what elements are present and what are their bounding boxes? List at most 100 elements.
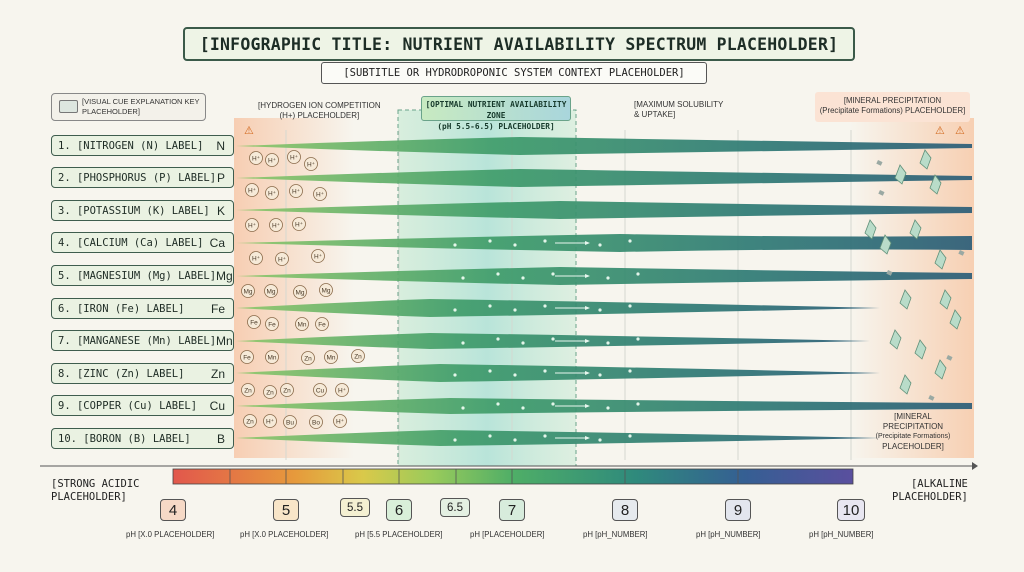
- ion-symbol: Mn: [297, 322, 306, 329]
- flow-arrow-head: [585, 371, 590, 375]
- ion-circle: [275, 252, 289, 266]
- nutrient-particle: [636, 402, 640, 406]
- nutrient-particle: [513, 438, 517, 442]
- ph-box-4: 4: [160, 499, 186, 521]
- nutrient-particle: [521, 406, 525, 410]
- precip-right-line-3: (Precipitate Formations): [875, 433, 951, 440]
- precipitate-crystal: [879, 234, 892, 255]
- ph-box-6: 6: [386, 499, 412, 521]
- nutrient-label-text: 4. [CALCIUM (Ca) LABEL]: [58, 236, 204, 249]
- nutrient-label-text: 10. [BORON (B) LABEL]: [58, 432, 191, 445]
- nutrient-particle: [461, 341, 465, 345]
- nutrient-label-calcium: 4. [CALCIUM (Ca) LABEL] Ca: [51, 232, 234, 253]
- ion-symbol: Mg: [243, 289, 252, 296]
- nutrient-particle: [598, 243, 602, 247]
- nutrient-particle: [488, 434, 492, 438]
- precipitate-crystal: [914, 339, 927, 360]
- nutrient-band: [236, 234, 972, 252]
- nutrient-particle: [543, 434, 547, 438]
- particle-markers: [453, 239, 640, 442]
- ion-symbol: Bo: [312, 420, 320, 427]
- nutrient-band: [236, 169, 972, 187]
- ion-symbol: H⁺: [338, 388, 347, 395]
- hydrogen-note: [HYDROGEN ION COMPETITION (H+) PLACEHOLD…: [258, 101, 381, 121]
- nutrient-symbol: Ca: [209, 235, 225, 250]
- ph-box-5-5: 5.5: [340, 498, 370, 517]
- nutrient-particle: [488, 369, 492, 373]
- nutrient-particle: [461, 276, 465, 280]
- ion-symbol: H⁺: [336, 419, 345, 426]
- ion-symbol: H⁺: [248, 188, 257, 195]
- nutrient-particle: [598, 373, 602, 377]
- ion-circle: [265, 317, 279, 331]
- warning-icon: ⚠: [955, 125, 965, 137]
- precipitate-crystal: [899, 289, 912, 310]
- key-swatch: [59, 100, 78, 113]
- precipitation-note-top: [MINERAL PRECIPITATION (Precipitate Form…: [815, 92, 970, 122]
- flow-arrow-head: [585, 241, 590, 245]
- ion-circle: [293, 285, 307, 299]
- ion-circle: [240, 350, 254, 364]
- ion-symbol: Mg: [321, 288, 330, 295]
- ion-circle: [265, 153, 279, 167]
- ion-symbol: Zn: [304, 356, 312, 363]
- ion-circle: [304, 157, 318, 171]
- warning-icon: ⚠: [935, 125, 945, 137]
- hydrogen-note-line-2: (H+) PLACEHOLDER]: [279, 111, 360, 120]
- precipitate-fragment: [878, 190, 885, 196]
- nutrient-symbol: Mn: [216, 333, 233, 348]
- nutrient-particle: [628, 369, 632, 373]
- ion-symbol: Zn: [244, 388, 252, 395]
- ion-symbol: Fe: [318, 322, 326, 329]
- acid-label-line-2: PLACEHOLDER]: [51, 491, 127, 503]
- ion-circle: [283, 415, 297, 429]
- ph-caption-9: pH [pH_NUMBER]: [696, 530, 761, 539]
- ion-circle: [315, 317, 329, 331]
- nutrient-label-text: 9. [COPPER (Cu) LABEL]: [58, 399, 198, 412]
- ion-circle: [335, 383, 349, 397]
- precipitate-crystal: [894, 164, 907, 185]
- nutrient-particle: [551, 272, 555, 276]
- ion-circle: [333, 414, 347, 428]
- precipitate-crystal: [939, 289, 952, 310]
- ion-symbol: H⁺: [268, 158, 277, 165]
- ph-box-9: 9: [725, 499, 751, 521]
- max-solubility-note: [MAXIMUM SOLUBILITY & UPTAKE]: [634, 100, 723, 120]
- ion-symbol: H⁺: [268, 191, 277, 198]
- ion-circle: [264, 284, 278, 298]
- nutrient-particle: [628, 239, 632, 243]
- precipitate-fragment: [928, 395, 935, 401]
- ion-circle: [241, 284, 255, 298]
- precipitate-crystal: [919, 149, 932, 170]
- nutrient-label-text: 1. [NITROGEN (N) LABEL]: [58, 139, 204, 152]
- ion-symbol: Zn: [354, 354, 362, 361]
- nutrient-particle: [636, 337, 640, 341]
- nutrient-particle: [628, 304, 632, 308]
- max-note-line-2: & UPTAKE]: [634, 110, 676, 119]
- nutrient-symbol: B: [216, 431, 225, 446]
- flow-arrow-head: [585, 404, 590, 408]
- ph-box-6-5: 6.5: [440, 498, 470, 517]
- ion-symbol: Fe: [250, 320, 258, 327]
- strong-acidic-label: [STRONG ACIDIC PLACEHOLDER]: [51, 478, 140, 504]
- nutrient-particle: [488, 304, 492, 308]
- nutrient-label-text: 5. [MAGNESIUM (Mg) LABEL]: [58, 269, 217, 282]
- nutrient-particle: [496, 402, 500, 406]
- precipitate-fragment: [886, 269, 893, 276]
- nutrient-label-magnesium: 5. [MAGNESIUM (Mg) LABEL] Mg: [51, 265, 234, 286]
- nutrient-label-zinc: 8. [ZINC (Zn) LABEL] Zn: [51, 363, 234, 384]
- ion-circle: [265, 350, 279, 364]
- nutrient-symbol: K: [216, 203, 225, 218]
- visual-key: [VISUAL CUE EXPLANATION KEY PLACEHOLDER]: [51, 93, 206, 121]
- nutrient-band: [236, 137, 972, 155]
- precipitate-fragment: [946, 354, 953, 361]
- ion-symbol: Fe: [268, 322, 276, 329]
- scale-ticks: [229, 469, 739, 484]
- ion-symbol: H⁺: [252, 156, 261, 163]
- ion-symbol: H⁺: [248, 223, 257, 230]
- ion-circle: [309, 415, 323, 429]
- precipitate-crystal: [899, 374, 912, 395]
- ph-caption-10: pH [pH_NUMBER]: [809, 530, 874, 539]
- ion-circle: [245, 218, 259, 232]
